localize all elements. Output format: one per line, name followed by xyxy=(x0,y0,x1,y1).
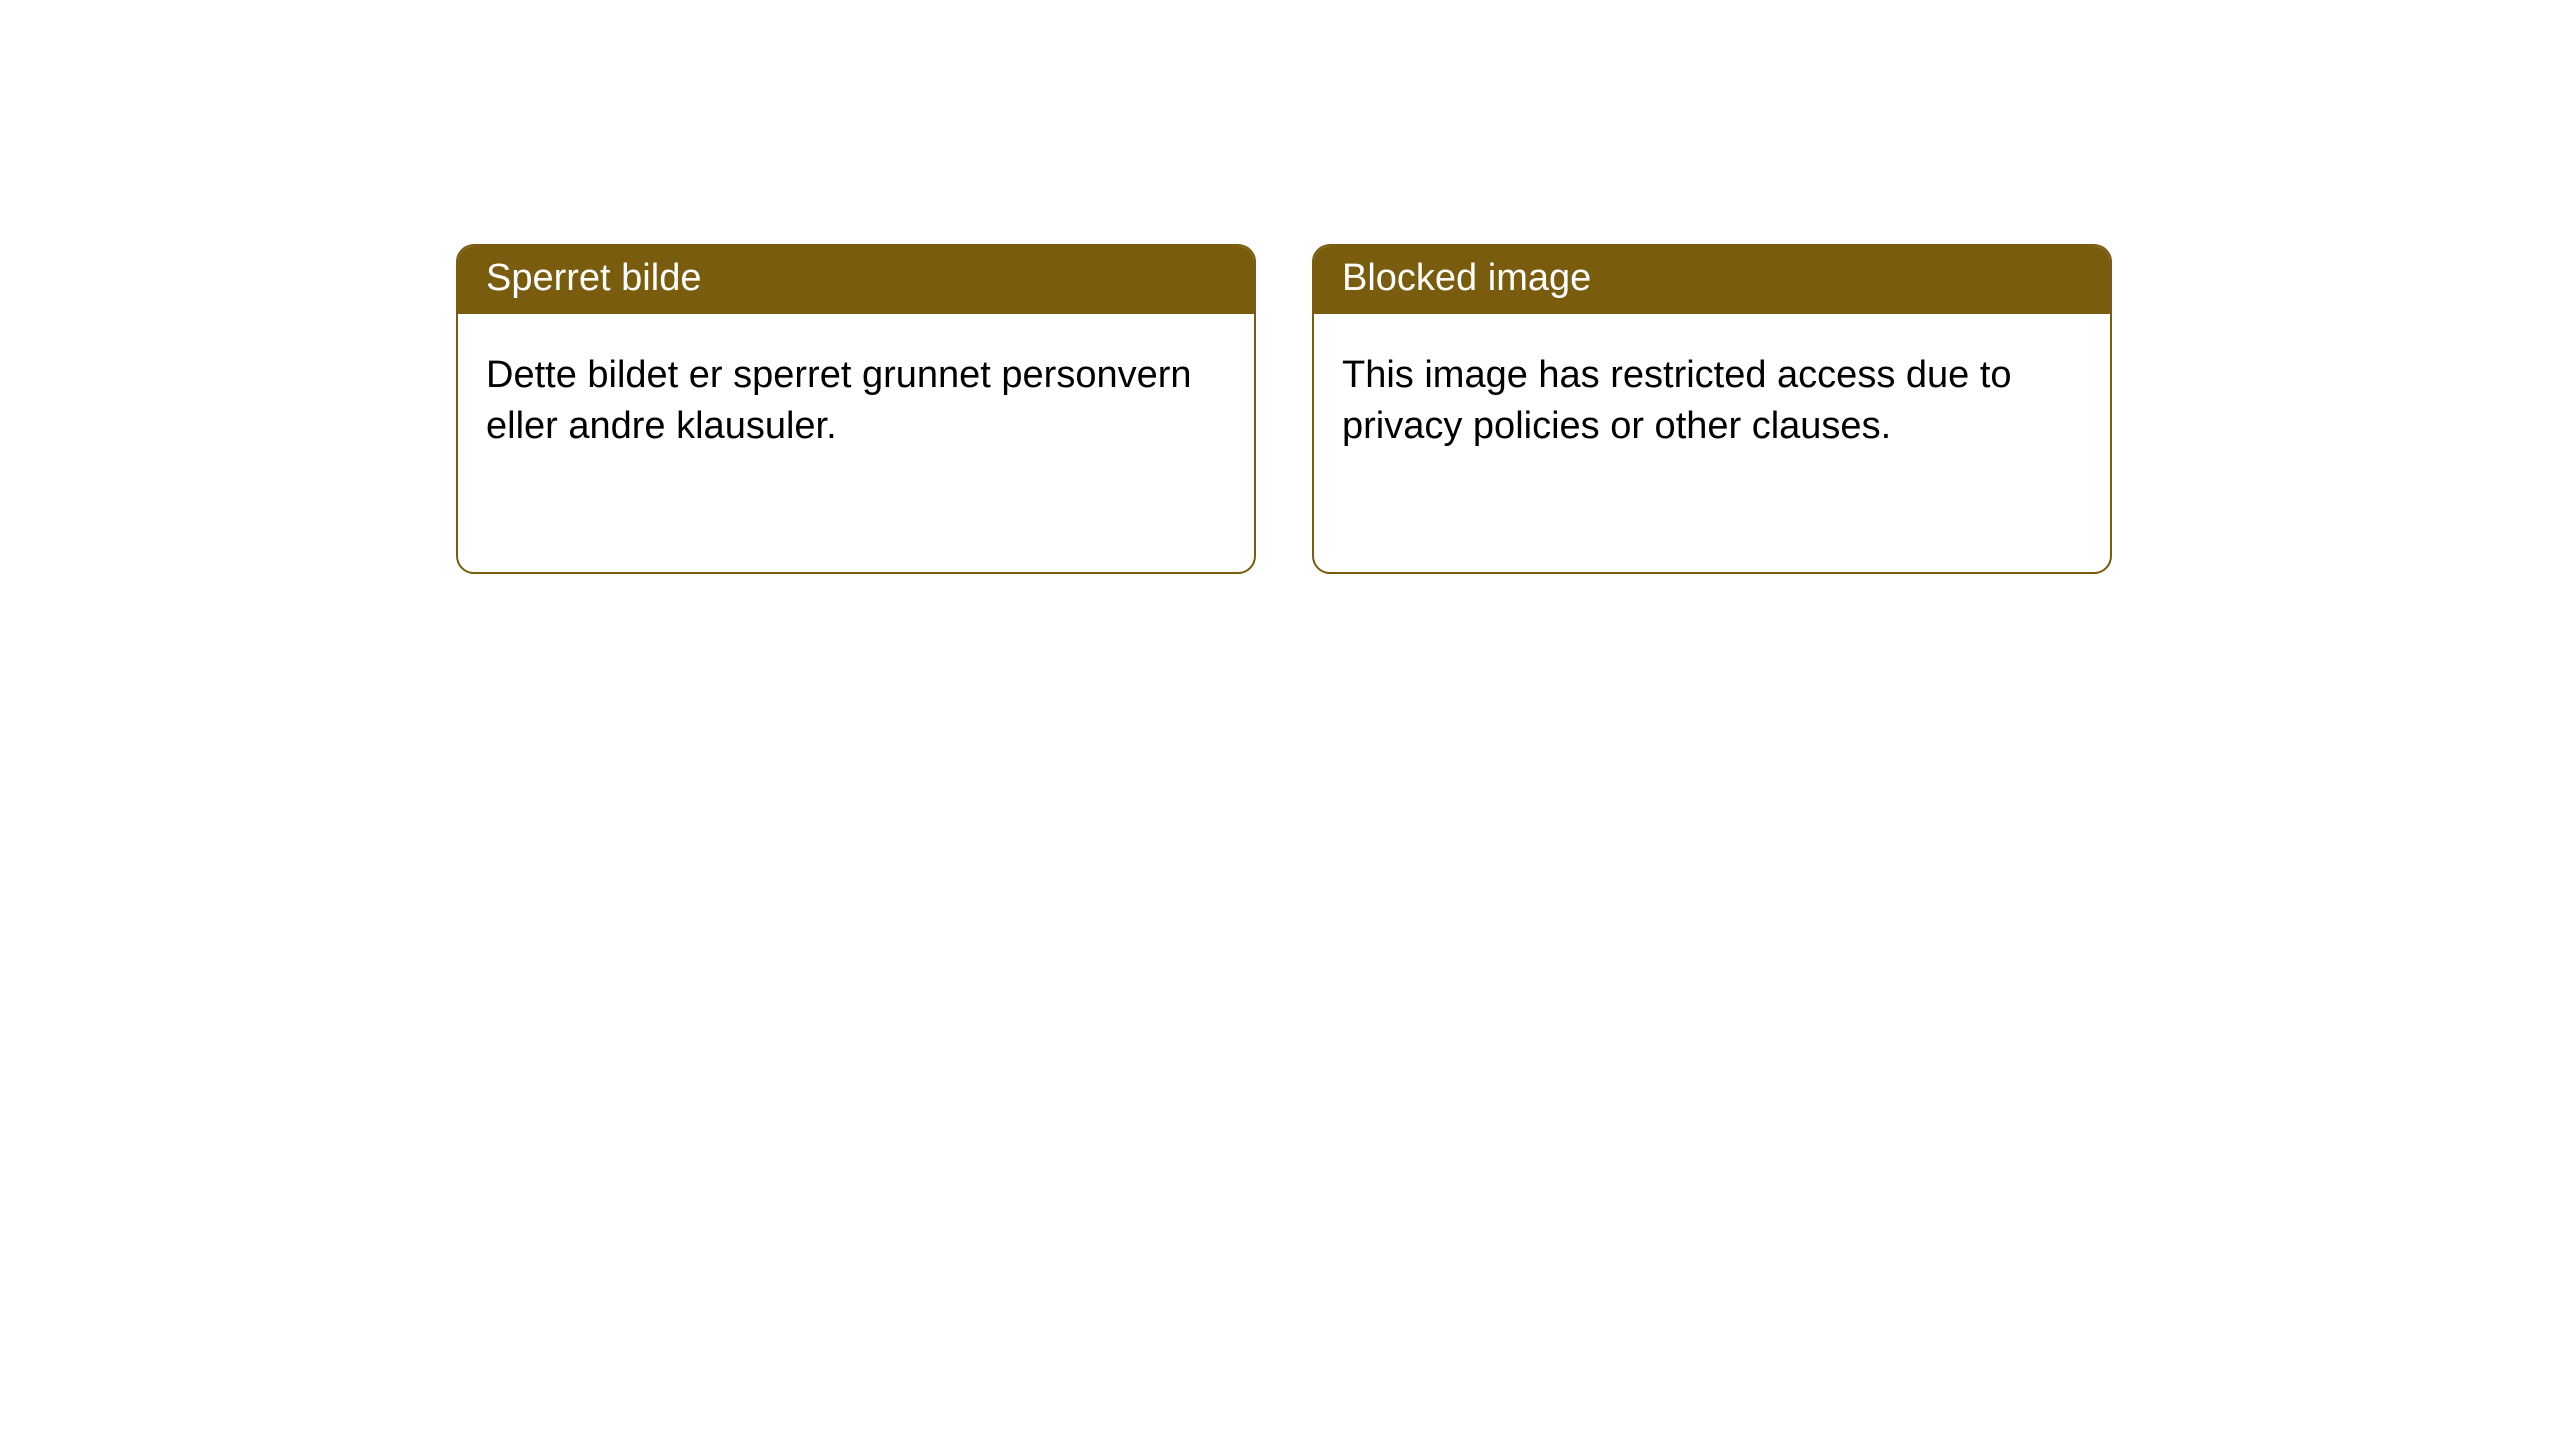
notice-card-no: Sperret bilde Dette bildet er sperret gr… xyxy=(456,244,1256,574)
notice-card-en: Blocked image This image has restricted … xyxy=(1312,244,2112,574)
notice-container: Sperret bilde Dette bildet er sperret gr… xyxy=(456,244,2112,574)
notice-body-en: This image has restricted access due to … xyxy=(1314,314,2110,481)
notice-title-en: Blocked image xyxy=(1314,246,2110,314)
notice-title-no: Sperret bilde xyxy=(458,246,1254,314)
notice-body-no: Dette bildet er sperret grunnet personve… xyxy=(458,314,1254,481)
